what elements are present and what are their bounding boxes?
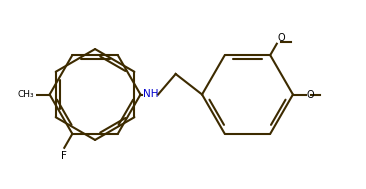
Text: CH₃: CH₃ <box>18 90 34 99</box>
Text: O: O <box>277 33 285 43</box>
Text: O: O <box>307 90 314 99</box>
Text: F: F <box>61 151 67 161</box>
Text: NH: NH <box>143 89 158 99</box>
